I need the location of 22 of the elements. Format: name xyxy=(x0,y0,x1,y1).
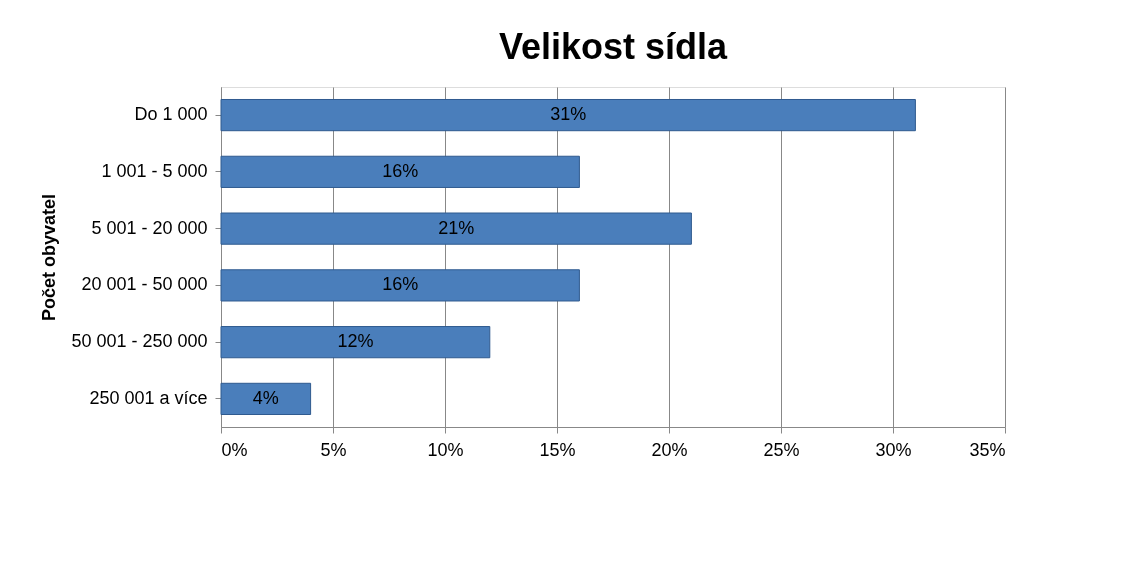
y-tick-label: 5 001 - 20 000 xyxy=(91,217,208,238)
y-axis-title: Počet obyvatel xyxy=(39,193,60,322)
chart-title: Velikost sídla xyxy=(498,26,729,67)
y-tick-label: 50 001 - 250 000 xyxy=(71,331,208,352)
data-label: 31% xyxy=(550,104,587,125)
data-label: 21% xyxy=(438,217,475,238)
y-tick-label: 250 001 a více xyxy=(89,387,208,408)
x-tick-label: 25% xyxy=(763,439,800,460)
y-tick-label: Do 1 000 xyxy=(134,104,208,125)
y-tick-label: 20 001 - 50 000 xyxy=(81,274,208,295)
data-label: 16% xyxy=(382,274,419,295)
x-tick-label: 10% xyxy=(427,439,464,460)
x-tick-label: 5% xyxy=(320,439,347,460)
data-label: 4% xyxy=(252,387,279,408)
data-label: 16% xyxy=(382,160,419,181)
x-tick-label: 15% xyxy=(539,439,576,460)
y-tick-label: 1 001 - 5 000 xyxy=(101,160,208,181)
x-tick-label: 20% xyxy=(651,439,688,460)
data-label: 12% xyxy=(337,331,374,352)
x-tick-label: 35% xyxy=(969,439,1006,460)
x-tick-label: 0% xyxy=(221,439,248,460)
x-tick-label: 30% xyxy=(875,439,912,460)
